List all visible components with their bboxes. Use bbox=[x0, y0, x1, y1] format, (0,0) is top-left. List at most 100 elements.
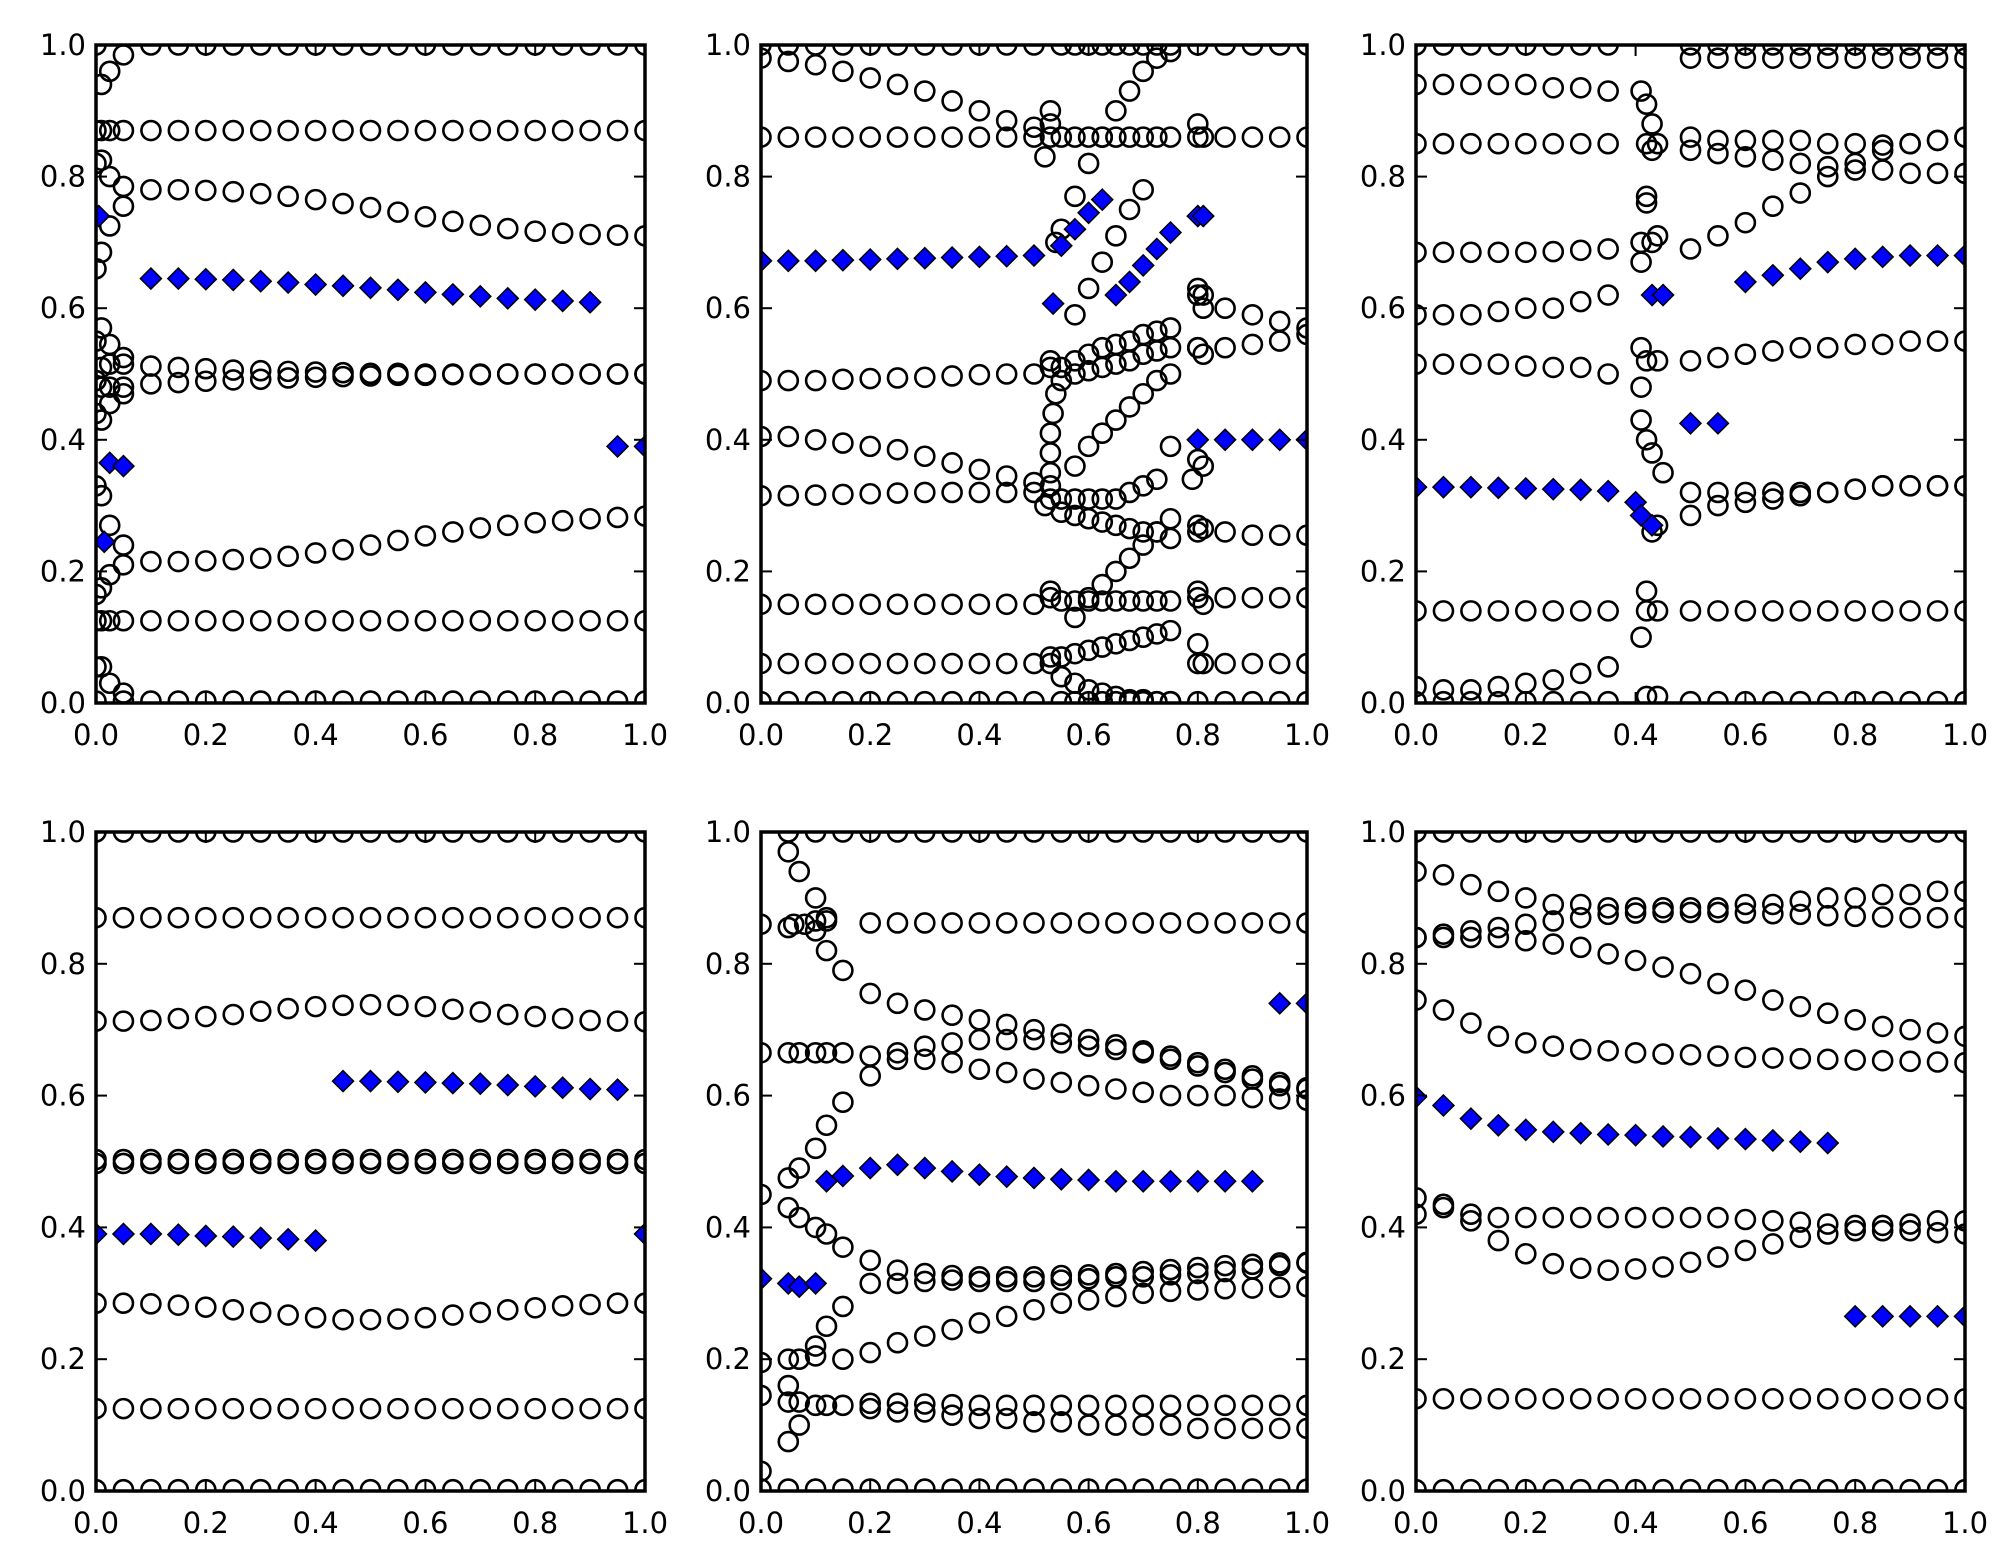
data-point-circle bbox=[1630, 376, 1652, 398]
data-point-circle bbox=[524, 220, 547, 243]
x-tick-label: 0.6 bbox=[1066, 1506, 1112, 1540]
y-tick-label: 0.8 bbox=[1360, 947, 1406, 981]
data-point-circle bbox=[1816, 481, 1839, 504]
data-point-circle bbox=[788, 1391, 811, 1413]
data-point-circle bbox=[1050, 126, 1073, 148]
data-point-diamond bbox=[194, 1224, 218, 1248]
x-tick-label: 0.8 bbox=[512, 718, 558, 752]
subplot-3: 0.0 0.2 0.4 0.6 0.8 1.0 0.0 0.2 0.4 0.6 0.8 1.0 bbox=[1360, 28, 1988, 752]
data-point-circle bbox=[832, 60, 854, 83]
data-point-circle bbox=[804, 484, 827, 506]
plot-area bbox=[1415, 44, 1966, 704]
data-point-circle bbox=[222, 690, 245, 704]
axes-frame bbox=[94, 43, 647, 705]
data-point-circle bbox=[304, 542, 327, 564]
data-point-circle bbox=[1132, 60, 1154, 83]
data-point-circle bbox=[469, 1301, 492, 1324]
data-point-circle bbox=[1569, 76, 1592, 99]
data-point-circle bbox=[913, 593, 936, 616]
data-point-circle bbox=[1597, 600, 1619, 622]
data-point-circle bbox=[1159, 1394, 1182, 1417]
data-point-circle bbox=[1624, 1258, 1647, 1280]
data-point-circle bbox=[1926, 1022, 1949, 1044]
data-point-diamond bbox=[804, 249, 828, 273]
data-point-circle bbox=[1542, 76, 1565, 99]
data-point-circle bbox=[140, 373, 162, 395]
data-point-circle bbox=[1487, 73, 1510, 96]
data-point-diamond bbox=[1090, 188, 1114, 212]
x-tick-label: 0.6 bbox=[1722, 718, 1768, 752]
data-point-circle bbox=[1064, 488, 1086, 510]
data-point-circle bbox=[1569, 906, 1592, 929]
data-point-circle bbox=[1241, 126, 1264, 148]
data-point-circle bbox=[1734, 979, 1757, 1001]
data-point-circle bbox=[1597, 943, 1619, 965]
data-point-circle bbox=[222, 180, 245, 203]
data-point-circle bbox=[832, 1394, 854, 1417]
data-point-diamond bbox=[578, 290, 602, 314]
data-point-diamond bbox=[1925, 243, 1950, 268]
data-point-circle bbox=[195, 1397, 217, 1420]
axes-frame bbox=[759, 43, 1309, 705]
data-point-circle bbox=[1050, 1032, 1073, 1054]
data-point-circle bbox=[167, 1152, 190, 1175]
data-point-circle bbox=[1432, 1196, 1455, 1219]
data-point-circle bbox=[968, 912, 991, 934]
data-point-circle bbox=[442, 363, 464, 386]
data-point-circle bbox=[1630, 251, 1652, 273]
data-point-circle bbox=[995, 465, 1018, 487]
data-point-circle bbox=[1187, 284, 1209, 306]
data-point-circle bbox=[1734, 1387, 1757, 1410]
data-point-diamond bbox=[1077, 1168, 1101, 1192]
data-point-circle bbox=[387, 119, 409, 142]
data-point-circle bbox=[1542, 356, 1565, 379]
data-point-circle bbox=[95, 577, 113, 599]
data-point-circle bbox=[1789, 1226, 1812, 1249]
data-point-circle bbox=[304, 119, 327, 142]
data-point-circle bbox=[1926, 880, 1949, 903]
data-point-circle bbox=[277, 997, 299, 1020]
data-point-circle bbox=[167, 690, 190, 704]
data-point-circle bbox=[1023, 126, 1045, 148]
data-point-circle bbox=[1542, 132, 1565, 155]
data-point-diamond bbox=[1077, 201, 1101, 225]
data-point-diamond bbox=[831, 1164, 855, 1188]
data-point-circle bbox=[1118, 481, 1141, 504]
data-point-circle bbox=[414, 995, 437, 1018]
data-point-circle bbox=[859, 435, 882, 458]
data-point-circle bbox=[606, 119, 629, 142]
y-tick-label: 0.0 bbox=[40, 1474, 86, 1508]
data-point-circle bbox=[995, 593, 1018, 616]
data-point-circle bbox=[1569, 1257, 1592, 1280]
data-point-circle bbox=[606, 363, 629, 385]
data-point-circle bbox=[1064, 185, 1086, 208]
data-point-circle bbox=[1646, 350, 1669, 372]
data-point-circle bbox=[1487, 880, 1510, 903]
data-point-circle bbox=[1487, 1206, 1510, 1229]
data-point-circle bbox=[941, 652, 963, 675]
data-point-diamond bbox=[1514, 1118, 1538, 1142]
data-point-circle bbox=[1652, 956, 1674, 978]
data-point-circle bbox=[249, 1000, 272, 1023]
data-point-diamond bbox=[1131, 253, 1155, 277]
data-point-circle bbox=[359, 906, 382, 929]
data-point-circle bbox=[442, 998, 464, 1021]
data-point-diamond bbox=[913, 246, 937, 270]
data-point-circle bbox=[913, 652, 936, 675]
data-point-circle bbox=[277, 609, 299, 632]
data-point-diamond bbox=[967, 245, 991, 269]
data-point-diamond bbox=[1816, 250, 1840, 274]
data-point-circle bbox=[1635, 132, 1658, 155]
data-point-circle bbox=[1192, 652, 1215, 675]
data-point-circle bbox=[1762, 195, 1784, 218]
data-point-circle bbox=[995, 1013, 1018, 1036]
data-point-circle bbox=[1624, 896, 1647, 919]
data-point-circle bbox=[222, 548, 245, 571]
data-point-circle bbox=[1268, 1276, 1291, 1299]
data-point-circle bbox=[469, 906, 492, 929]
data-point-circle bbox=[777, 369, 800, 392]
data-point-circle bbox=[1515, 672, 1537, 695]
y-tick-label: 0.4 bbox=[705, 1210, 751, 1244]
y-tick-label: 0.2 bbox=[1360, 554, 1406, 588]
data-point-circle bbox=[1105, 225, 1127, 247]
